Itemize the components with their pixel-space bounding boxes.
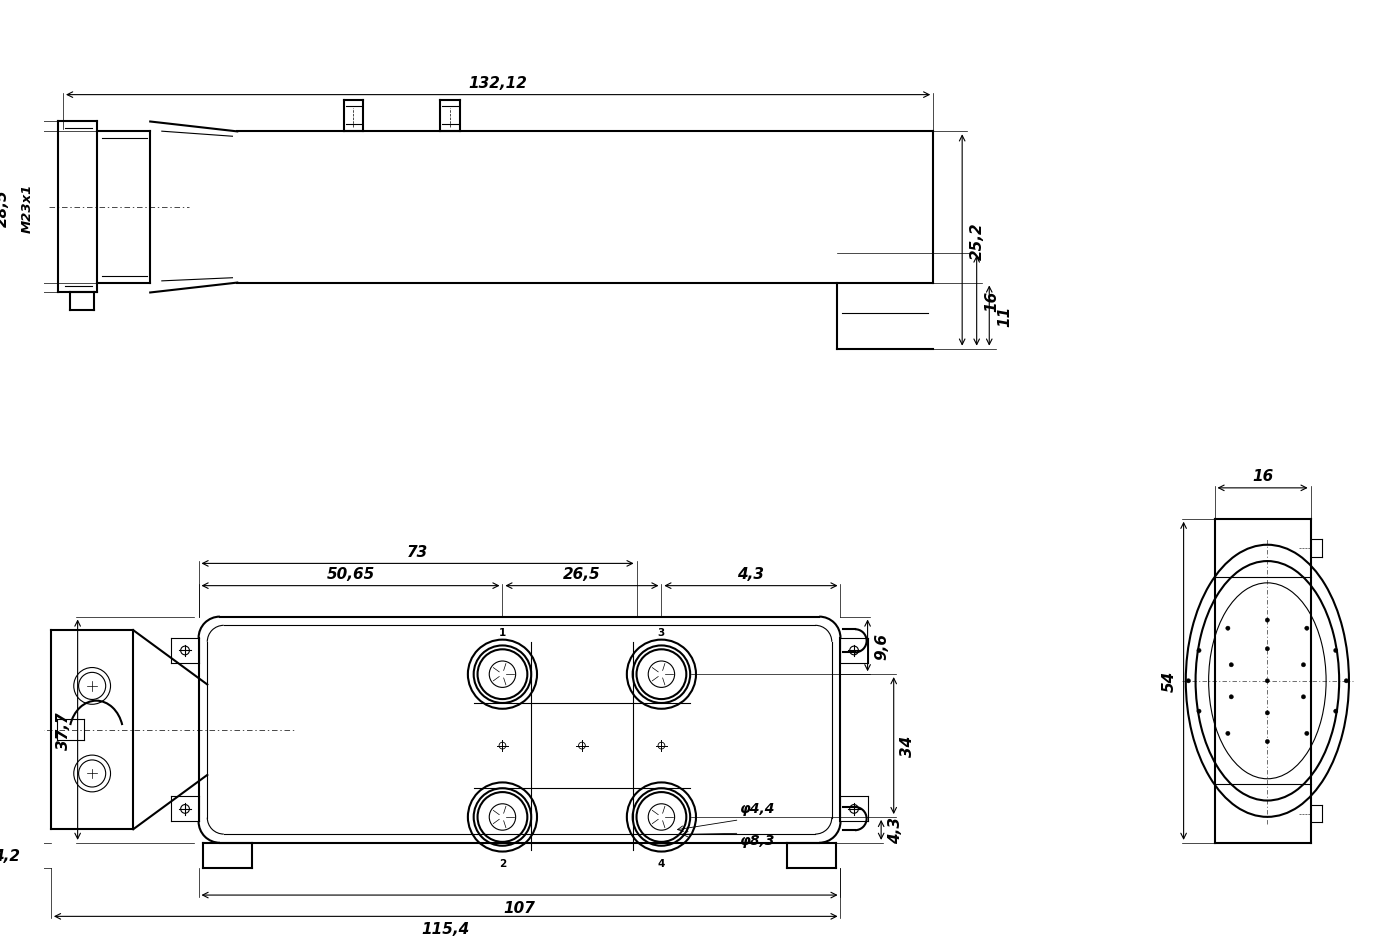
Circle shape [1302, 663, 1306, 667]
Circle shape [1302, 695, 1306, 700]
Text: 37,7: 37,7 [56, 711, 71, 749]
Text: 11: 11 [997, 306, 1012, 327]
Circle shape [1344, 679, 1348, 683]
Text: 3: 3 [658, 627, 665, 637]
Circle shape [1266, 618, 1270, 622]
Text: 54: 54 [1161, 670, 1177, 692]
Text: 132,12: 132,12 [468, 76, 527, 91]
Circle shape [1266, 711, 1270, 716]
Text: 2: 2 [499, 858, 506, 868]
Circle shape [1266, 647, 1270, 651]
Text: 34: 34 [901, 735, 916, 756]
Circle shape [1197, 709, 1202, 714]
Text: 4: 4 [658, 858, 665, 868]
Text: 26,5: 26,5 [563, 566, 601, 582]
Circle shape [1266, 679, 1270, 683]
Text: 28,5: 28,5 [0, 189, 10, 227]
Text: 16: 16 [1252, 468, 1273, 483]
Circle shape [1305, 627, 1309, 631]
Circle shape [1186, 679, 1190, 683]
Text: 73: 73 [407, 544, 428, 559]
Circle shape [1305, 732, 1309, 735]
Text: 9,6: 9,6 [874, 632, 889, 659]
Text: 4,3: 4,3 [888, 817, 903, 844]
Text: 4,2: 4,2 [0, 848, 20, 863]
Text: 25,2: 25,2 [970, 222, 986, 260]
Text: φ8,3: φ8,3 [740, 834, 775, 848]
Text: M23x1: M23x1 [21, 183, 33, 232]
Text: φ4,4: φ4,4 [740, 801, 775, 815]
Circle shape [1266, 740, 1270, 744]
Text: 50,65: 50,65 [326, 566, 375, 582]
Circle shape [1230, 663, 1234, 667]
Text: 1: 1 [499, 627, 506, 637]
Circle shape [1225, 732, 1230, 735]
Circle shape [1225, 627, 1230, 631]
Circle shape [1334, 709, 1338, 714]
Text: 107: 107 [503, 900, 535, 915]
Text: 4,3: 4,3 [737, 566, 764, 582]
Text: 16: 16 [984, 291, 999, 312]
Text: 115,4: 115,4 [421, 921, 470, 936]
Circle shape [1197, 649, 1202, 653]
Circle shape [1334, 649, 1338, 653]
Circle shape [1230, 695, 1234, 700]
